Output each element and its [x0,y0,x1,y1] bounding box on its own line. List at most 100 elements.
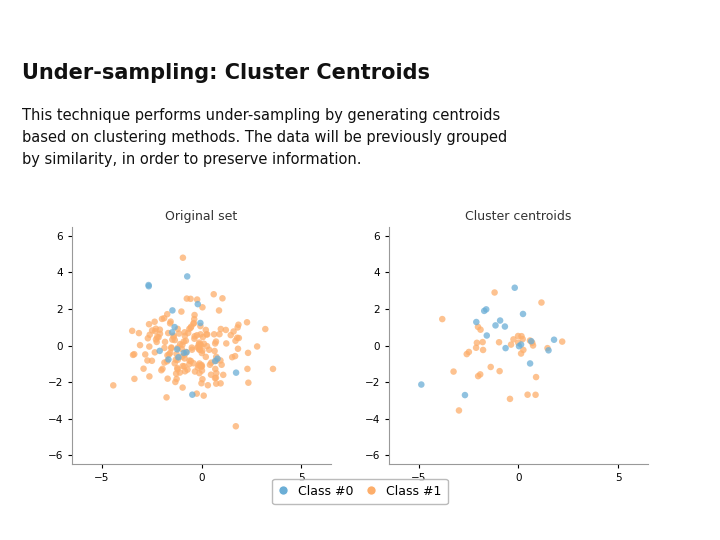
Point [163,355,174,364]
Point [166,328,178,336]
Point [517,309,528,318]
Point [162,374,174,383]
Point [198,340,210,348]
Point [210,353,222,361]
Legend: Class #0, Class #1: Class #0, Class #1 [272,478,448,504]
Point [210,357,221,366]
Point [176,307,187,316]
Point [516,349,527,358]
Point [212,354,223,363]
Point [230,352,241,360]
Point [185,356,197,365]
Point [216,361,228,369]
Point [129,375,140,383]
Point [228,327,239,336]
Point [164,348,176,357]
Point [194,359,205,368]
Point [517,335,528,343]
Point [526,339,538,347]
Point [174,340,186,348]
Point [231,334,243,342]
Point [251,342,263,351]
Point [179,350,190,359]
Point [477,338,488,346]
Point [140,350,151,359]
Point [179,328,190,336]
Point [470,343,482,352]
Point [198,392,210,400]
Point [181,348,192,356]
Point [230,422,242,430]
Point [197,303,208,312]
Point [200,353,212,361]
Point [177,383,189,392]
Point [472,372,484,381]
Point [208,330,220,339]
Point [513,339,524,347]
Title: Original set: Original set [166,210,238,223]
Point [193,343,204,352]
Point [220,326,232,334]
Point [159,338,171,346]
Point [179,367,191,376]
Point [243,379,254,387]
Point [191,389,202,398]
Point [168,333,179,341]
Point [508,335,519,343]
Point [217,370,229,379]
Point [541,344,553,353]
Text: This technique performs under-sampling by generating centroids
based on clusteri: This technique performs under-sampling b… [22,108,507,167]
Point [543,346,554,355]
Point [204,360,216,369]
Point [192,363,204,372]
Point [479,307,490,315]
Point [461,350,472,359]
Point [171,350,182,359]
Point [146,356,158,365]
Point [163,329,174,338]
Point [194,346,206,354]
Point [210,364,221,373]
Point [166,306,178,315]
Point [180,336,192,345]
Point [232,323,243,332]
Point [168,332,179,340]
Point [149,318,161,326]
Point [184,325,195,333]
Point [143,342,155,351]
Point [128,350,140,359]
Point [133,329,145,338]
Point [189,315,200,323]
Point [194,369,205,377]
Point [171,369,182,378]
Point [215,356,226,364]
Point [549,335,560,344]
Point [415,380,427,389]
Point [150,335,162,344]
Point [453,406,464,415]
Point [489,288,500,297]
Point [186,390,198,399]
Point [499,322,510,331]
Point [195,341,207,350]
Point [176,345,188,353]
Point [201,342,212,350]
Point [177,362,189,370]
Point [209,347,220,355]
Point [195,361,207,370]
Point [471,339,482,347]
Point [196,362,207,371]
Point [180,348,192,356]
Point [186,346,198,354]
Point [194,322,206,330]
Point [107,381,119,390]
Point [194,330,206,339]
Point [181,272,193,281]
Point [472,322,484,331]
Point [220,339,232,348]
Point [142,334,153,342]
Point [201,330,212,339]
Point [184,360,195,368]
Point [531,373,542,381]
Point [151,333,163,341]
